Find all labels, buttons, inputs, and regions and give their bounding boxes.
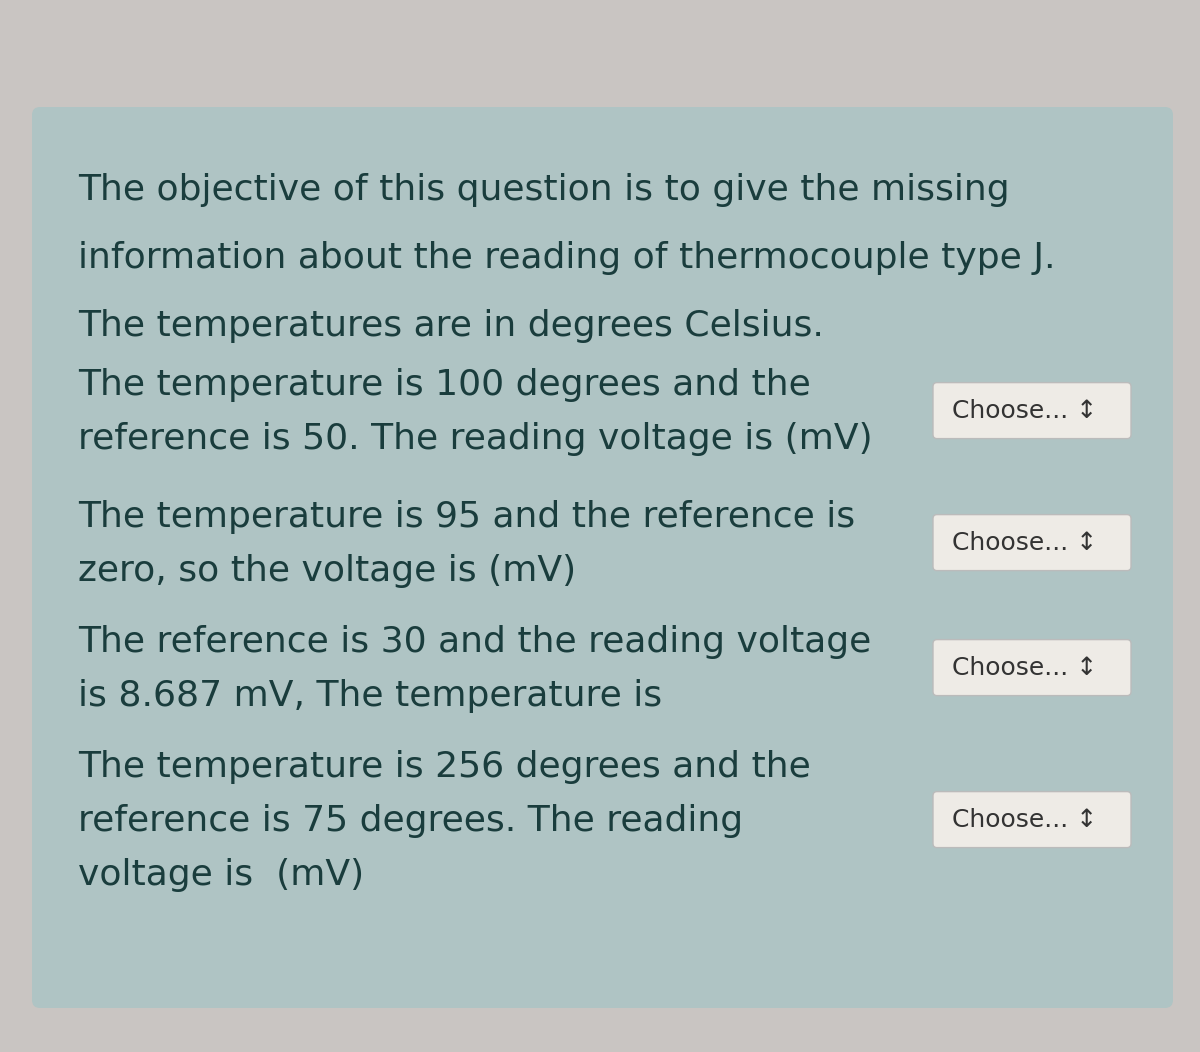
- FancyBboxPatch shape: [934, 640, 1132, 695]
- Text: The temperatures are in degrees Celsius.: The temperatures are in degrees Celsius.: [78, 309, 824, 343]
- Text: is 8.687 mV, The temperature is: is 8.687 mV, The temperature is: [78, 679, 662, 713]
- Text: The temperature is 256 degrees and the: The temperature is 256 degrees and the: [78, 750, 811, 784]
- Text: The reference is 30 and the reading voltage: The reference is 30 and the reading volt…: [78, 625, 871, 659]
- FancyBboxPatch shape: [934, 791, 1132, 848]
- Text: The temperature is 95 and the reference is: The temperature is 95 and the reference …: [78, 500, 856, 534]
- FancyBboxPatch shape: [934, 514, 1132, 570]
- Text: information about the reading of thermocouple type J.: information about the reading of thermoc…: [78, 241, 1056, 275]
- Text: reference is 75 degrees. The reading: reference is 75 degrees. The reading: [78, 804, 743, 838]
- Text: reference is 50. The reading voltage is (mV): reference is 50. The reading voltage is …: [78, 422, 872, 456]
- Text: Choose... ↕: Choose... ↕: [952, 530, 1097, 554]
- Text: voltage is  (mV): voltage is (mV): [78, 858, 364, 892]
- Text: The objective of this question is to give the missing: The objective of this question is to giv…: [78, 173, 1009, 207]
- Text: Choose... ↕: Choose... ↕: [952, 399, 1097, 423]
- Text: Choose... ↕: Choose... ↕: [952, 808, 1097, 831]
- Text: zero, so the voltage is (mV): zero, so the voltage is (mV): [78, 554, 576, 588]
- FancyBboxPatch shape: [934, 383, 1132, 439]
- Text: The temperature is 100 degrees and the: The temperature is 100 degrees and the: [78, 368, 811, 402]
- Text: Choose... ↕: Choose... ↕: [952, 655, 1097, 680]
- FancyBboxPatch shape: [32, 107, 1174, 1008]
